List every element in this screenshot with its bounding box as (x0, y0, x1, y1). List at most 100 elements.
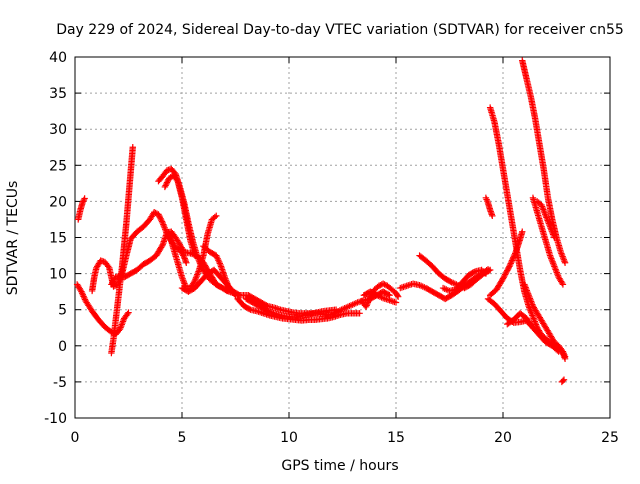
data-point (79, 199, 86, 207)
data-point (190, 279, 198, 286)
data-point (392, 299, 400, 306)
data-point (559, 281, 567, 288)
data-point (489, 212, 496, 220)
x-axis-label: GPS time / hours (281, 458, 398, 474)
data-point (161, 183, 169, 191)
data-point (163, 180, 170, 188)
data-point (363, 302, 370, 309)
data-series (73, 57, 569, 386)
series-track-4 (108, 144, 136, 357)
data-point (366, 294, 373, 302)
data-point (447, 278, 454, 285)
series-track-9 (178, 266, 243, 299)
data-point (482, 270, 490, 277)
data-point (158, 216, 165, 224)
data-point (125, 309, 132, 316)
series-track-18 (482, 194, 496, 220)
y-tick-label: 10 (49, 267, 67, 283)
series-track-24 (521, 281, 569, 360)
x-tick-label: 20 (494, 430, 512, 446)
data-point (158, 242, 166, 250)
x-tick-label: 0 (71, 430, 80, 446)
data-point (332, 306, 340, 313)
data-point (129, 144, 136, 151)
data-point (173, 176, 180, 183)
data-point (443, 286, 450, 293)
data-point (551, 234, 558, 241)
data-point (260, 305, 268, 313)
data-point (155, 211, 162, 218)
data-point (157, 215, 164, 222)
series-track-3 (88, 209, 190, 295)
data-point (560, 376, 568, 383)
data-point (506, 261, 514, 269)
y-tick-label: 30 (49, 122, 67, 138)
data-point (362, 303, 370, 311)
series-track-19 (484, 295, 535, 329)
x-tick-label: 5 (178, 430, 187, 446)
data-point (561, 259, 569, 266)
y-tick-label: -10 (44, 411, 67, 427)
series-track-25 (534, 198, 558, 241)
data-point (152, 209, 159, 217)
data-point (508, 257, 516, 264)
y-tick-label: 0 (58, 339, 67, 355)
data-point (216, 283, 224, 290)
data-point (222, 286, 229, 294)
data-point (372, 291, 379, 298)
y-tick-label: 40 (49, 50, 67, 66)
series-track-20 (486, 228, 526, 299)
series-track-27 (558, 376, 568, 386)
series-track-1 (75, 195, 88, 223)
y-tick-label: 35 (49, 86, 67, 102)
x-tick-label: 15 (387, 430, 405, 446)
data-point (558, 279, 566, 287)
data-point (519, 228, 526, 235)
data-point (245, 305, 253, 313)
y-tick-label: 25 (49, 158, 67, 174)
data-point (561, 353, 569, 360)
data-point (263, 302, 270, 309)
y-tick-label: 20 (49, 194, 67, 210)
data-point (364, 300, 371, 308)
data-point (104, 263, 112, 270)
data-point (163, 179, 171, 186)
axes (74, 56, 611, 419)
series-track-26 (529, 194, 567, 288)
data-point (559, 377, 567, 385)
data-point (164, 177, 171, 185)
data-point (509, 255, 516, 263)
data-point (80, 196, 88, 204)
data-point (364, 299, 372, 306)
data-point (162, 182, 169, 189)
series-track-12 (243, 295, 340, 321)
data-point (215, 282, 222, 290)
data-point (507, 260, 514, 267)
data-point (506, 263, 513, 270)
data-point (470, 268, 478, 276)
data-point (505, 264, 512, 271)
data-point (365, 297, 372, 305)
data-point (508, 258, 515, 266)
series-track-14 (360, 288, 400, 306)
data-point (481, 269, 488, 276)
data-point (158, 218, 166, 225)
data-point (80, 198, 87, 205)
data-point (124, 310, 131, 318)
data-point (365, 296, 373, 303)
data-point (377, 281, 384, 289)
series-track-11 (234, 295, 363, 324)
data-point (485, 267, 493, 274)
data-point (156, 214, 164, 221)
x-tick-label: 10 (280, 430, 298, 446)
data-point (81, 195, 88, 202)
x-tick-label: 25 (601, 430, 619, 446)
data-point (375, 282, 383, 290)
series-track-2 (73, 281, 132, 338)
series-track-23 (519, 57, 569, 266)
data-point (379, 280, 387, 287)
data-point (150, 209, 158, 216)
data-point (183, 259, 190, 266)
